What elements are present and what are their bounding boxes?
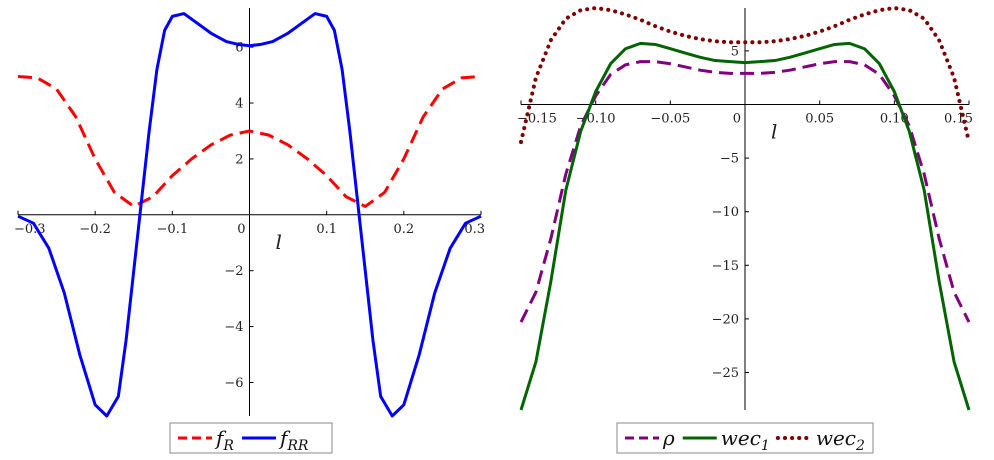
x-tick-label: −0.2 <box>79 222 111 237</box>
x-tick-label: −0.05 <box>650 111 690 126</box>
legend-box <box>616 422 874 454</box>
x-tick-label: 0 <box>237 222 245 237</box>
y-tick-label: −2 <box>224 264 243 279</box>
y-tick-label: 2 <box>235 152 243 167</box>
series-line-fr <box>17 74 482 208</box>
x-tick-label: 0.05 <box>805 111 834 126</box>
legend: ρ wec1 wec2 <box>616 422 874 454</box>
series-line-frr <box>17 12 482 418</box>
y-tick-label: 6 <box>235 41 243 56</box>
y-tick-label: −25 <box>712 366 739 381</box>
x-tick-label: 0.2 <box>393 222 414 237</box>
legend: fR fRR <box>169 422 333 454</box>
y-tick-label: −20 <box>712 312 739 327</box>
x-tick-label: 0 <box>733 111 741 126</box>
x-tick-label: −0.1 <box>157 222 189 237</box>
y-tick-label: 5 <box>731 44 739 59</box>
y-tick-label: −15 <box>712 259 739 274</box>
series-line-wec1 <box>519 41 971 411</box>
x-axis-label: l <box>276 230 282 254</box>
x-tick-label: 0.15 <box>944 111 973 126</box>
x-tick-label: 0.10 <box>880 111 909 126</box>
legend-entry-label: wec1 <box>721 426 770 454</box>
series-line- <box>519 60 971 323</box>
legend-entry-label: wec2 <box>816 426 865 454</box>
y-tick-label: 4 <box>235 97 243 112</box>
y-tick-label: −6 <box>224 376 243 391</box>
x-tick-label: −0.3 <box>14 222 46 237</box>
legend-entry-label: ρ <box>662 426 675 450</box>
y-tick-label: −10 <box>712 205 739 220</box>
x-tick-label: −0.15 <box>517 111 557 126</box>
x-axis-label: l <box>771 119 777 143</box>
x-tick-label: 0.3 <box>464 222 485 237</box>
y-tick-label: −4 <box>224 320 243 335</box>
y-tick-label: −5 <box>720 152 739 167</box>
x-tick-label: 0.1 <box>316 222 337 237</box>
x-tick-label: −0.10 <box>576 111 616 126</box>
series-line-wec2 <box>519 6 971 144</box>
right-plot: −0.15 −0.10 −0.05 0 0.05 0.10 0.15 l 5 −5 −10 −15 −2… <box>517 6 973 454</box>
left-plot: −0.3 −0.2 −0.1 0 0.1 0.2 0.3 l 6 4 2 −2 −4 −6 fR fRR <box>14 8 485 454</box>
